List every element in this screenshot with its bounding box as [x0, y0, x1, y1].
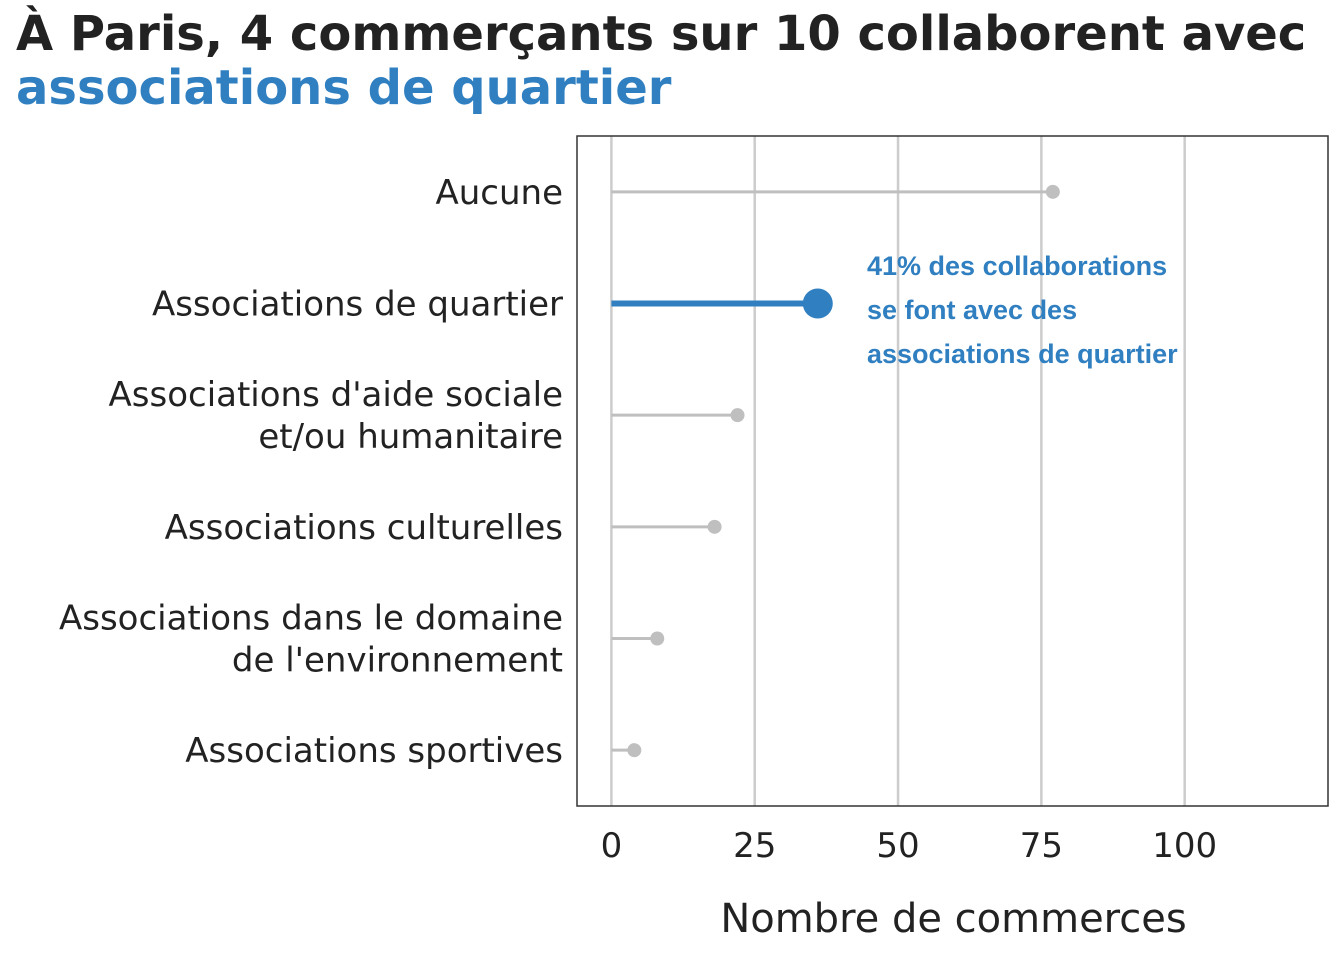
x-axis-title: Nombre de commerces [720, 896, 1186, 942]
annotation-text: se font avec des [867, 295, 1077, 325]
lollipop-point [650, 631, 665, 646]
lollipop-point [802, 288, 833, 319]
plot-frame [576, 135, 1329, 807]
annotation-text: 41% des collaborations [867, 251, 1167, 281]
lollipop-point [730, 408, 745, 423]
chart-title: À Paris, 4 commerçants sur 10 collaboren… [16, 6, 1307, 62]
category-label: Aucune [435, 173, 563, 213]
category-label: Associations dans le domaine [59, 599, 563, 639]
category-label: Associations sportives [185, 731, 563, 771]
x-tick-label: 25 [733, 826, 776, 866]
x-tick-label: 100 [1152, 826, 1217, 866]
lollipop-point [707, 519, 722, 534]
chart-subtitle: associations de quartier [16, 60, 672, 116]
x-tick-label: 50 [876, 826, 919, 866]
category-label: de l'environnement [232, 641, 563, 681]
x-tick-label: 75 [1020, 826, 1063, 866]
category-label: Associations de quartier [152, 285, 563, 325]
lollipop-point [627, 743, 642, 758]
category-label: Associations culturelles [165, 508, 563, 548]
x-tick-label: 0 [601, 826, 623, 866]
category-label: et/ou humanitaire [258, 417, 563, 457]
category-label: Associations d'aide sociale [109, 375, 563, 415]
lollipop-point [1045, 184, 1060, 199]
annotation-text: associations de quartier [867, 339, 1178, 369]
